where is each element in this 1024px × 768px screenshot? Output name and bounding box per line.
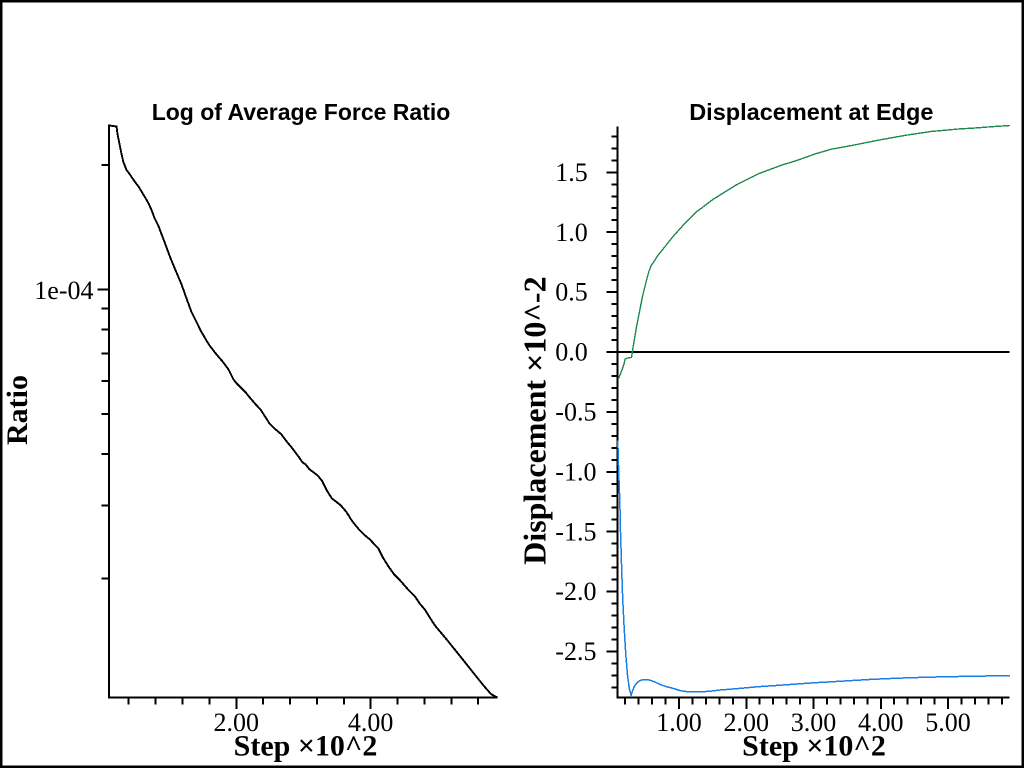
svg-text:1.00: 1.00: [656, 708, 702, 737]
svg-text:Step ×10^2: Step ×10^2: [234, 730, 378, 763]
svg-text:-0.5: -0.5: [555, 398, 596, 427]
svg-text:-1.0: -1.0: [555, 457, 596, 486]
svg-text:1e-04: 1e-04: [34, 276, 93, 305]
svg-text:1.0: 1.0: [555, 218, 588, 247]
svg-text:5.00: 5.00: [925, 708, 971, 737]
svg-text:4.00: 4.00: [858, 708, 904, 737]
svg-text:Displacement at Edge: Displacement at Edge: [689, 99, 933, 125]
svg-text:-2.5: -2.5: [555, 637, 596, 666]
svg-text:-1.5: -1.5: [555, 517, 596, 546]
svg-text:Log of Average Force Ratio: Log of Average Force Ratio: [152, 99, 451, 125]
svg-text:0.0: 0.0: [555, 338, 588, 367]
svg-text:0.5: 0.5: [555, 278, 588, 307]
svg-text:Step ×10^2: Step ×10^2: [742, 730, 886, 763]
svg-text:2.00: 2.00: [214, 708, 260, 737]
svg-text:Displacement ×10^-2: Displacement ×10^-2: [516, 276, 552, 564]
svg-text:3.00: 3.00: [791, 708, 837, 737]
svg-text:-2.0: -2.0: [555, 577, 596, 606]
svg-text:Ratio: Ratio: [1, 375, 34, 445]
svg-text:1.5: 1.5: [555, 158, 588, 187]
svg-text:2.00: 2.00: [724, 708, 770, 737]
svg-text:4.00: 4.00: [348, 708, 394, 737]
